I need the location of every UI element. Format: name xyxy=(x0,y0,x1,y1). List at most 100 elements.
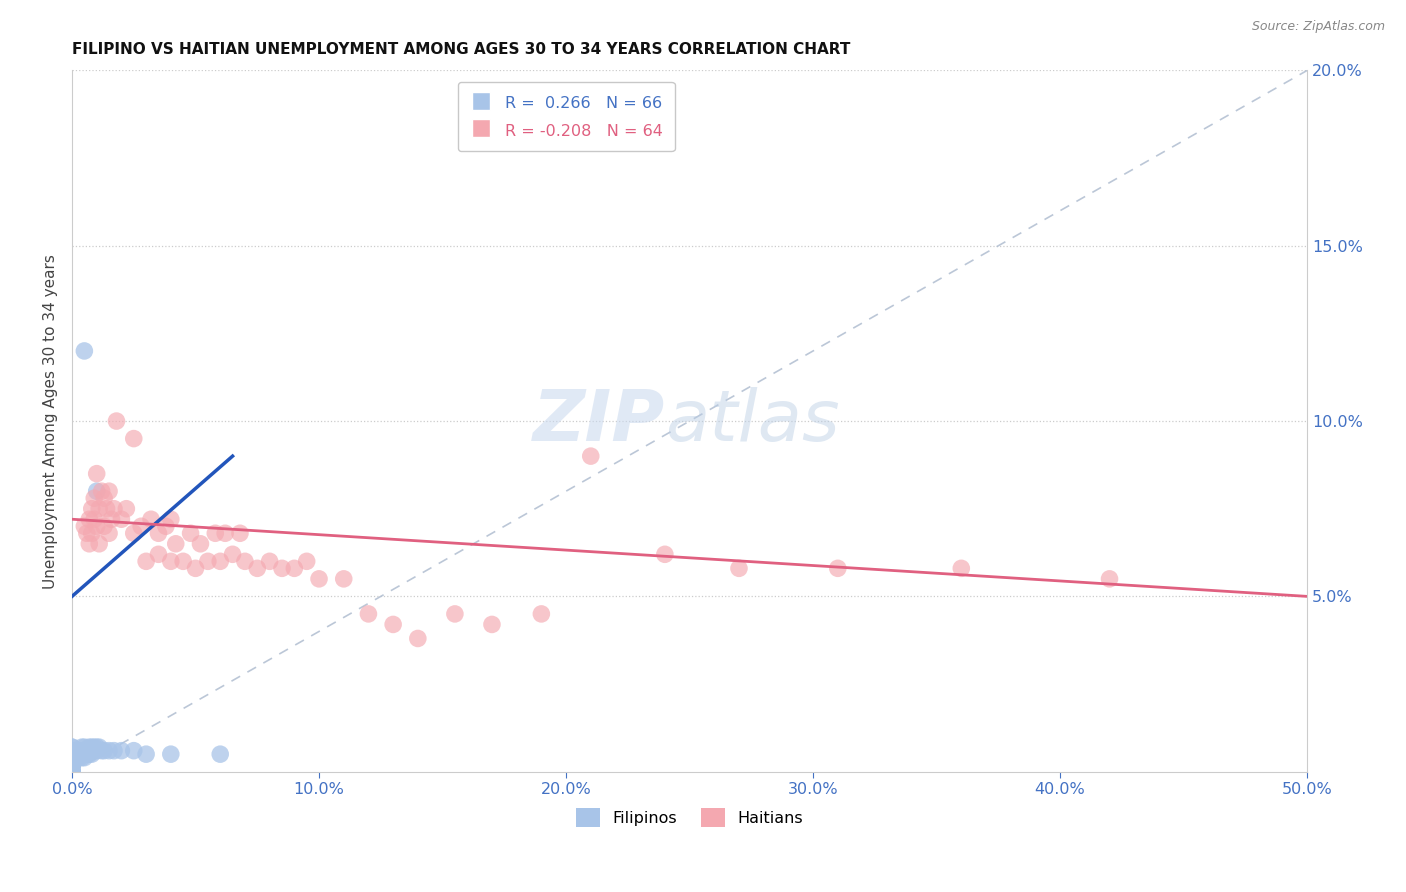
Point xyxy=(229,526,252,541)
Point xyxy=(1098,572,1121,586)
Y-axis label: Unemployment Among Ages 30 to 34 years: Unemployment Among Ages 30 to 34 years xyxy=(44,253,58,589)
Point xyxy=(271,561,294,575)
Point xyxy=(60,754,83,768)
Text: FILIPINO VS HAITIAN UNEMPLOYMENT AMONG AGES 30 TO 34 YEARS CORRELATION CHART: FILIPINO VS HAITIAN UNEMPLOYMENT AMONG A… xyxy=(72,42,851,57)
Point xyxy=(83,512,105,526)
Point xyxy=(122,432,145,446)
Point xyxy=(79,747,101,761)
Point xyxy=(60,744,83,758)
Legend: Filipinos, Haitians: Filipinos, Haitians xyxy=(569,802,810,834)
Point xyxy=(98,526,121,541)
Point xyxy=(60,747,83,761)
Point xyxy=(204,526,226,541)
Point xyxy=(60,764,83,779)
Point xyxy=(159,554,181,568)
Point xyxy=(89,501,111,516)
Point xyxy=(60,747,83,761)
Point xyxy=(67,744,90,758)
Point xyxy=(148,526,170,541)
Point xyxy=(70,744,93,758)
Point xyxy=(60,740,83,755)
Text: ZIP: ZIP xyxy=(533,386,665,456)
Point xyxy=(60,750,83,764)
Point xyxy=(60,747,83,761)
Point xyxy=(73,747,96,761)
Point xyxy=(86,484,108,499)
Point xyxy=(60,744,83,758)
Point xyxy=(530,607,553,621)
Point xyxy=(139,512,162,526)
Point xyxy=(135,554,157,568)
Point xyxy=(79,512,101,526)
Point xyxy=(60,757,83,772)
Point xyxy=(233,554,256,568)
Point xyxy=(60,754,83,768)
Point xyxy=(73,740,96,755)
Point xyxy=(73,744,96,758)
Point xyxy=(259,554,281,568)
Point xyxy=(80,747,103,761)
Point xyxy=(197,554,219,568)
Point xyxy=(60,750,83,764)
Point xyxy=(60,747,83,761)
Point xyxy=(98,744,121,758)
Point xyxy=(728,561,751,575)
Point xyxy=(60,757,83,772)
Point xyxy=(444,607,467,621)
Text: atlas: atlas xyxy=(665,386,839,456)
Point xyxy=(60,754,83,768)
Point xyxy=(190,537,212,551)
Point xyxy=(83,491,105,506)
Point xyxy=(148,547,170,561)
Point xyxy=(221,547,243,561)
Point xyxy=(80,740,103,755)
Point xyxy=(122,526,145,541)
Point xyxy=(122,744,145,758)
Point xyxy=(60,750,83,764)
Point xyxy=(86,740,108,755)
Text: Source: ZipAtlas.com: Source: ZipAtlas.com xyxy=(1251,20,1385,33)
Point xyxy=(80,526,103,541)
Point xyxy=(60,761,83,775)
Point xyxy=(76,526,98,541)
Point xyxy=(103,501,125,516)
Point xyxy=(129,519,152,533)
Point xyxy=(93,519,115,533)
Point xyxy=(209,554,232,568)
Point xyxy=(93,491,115,506)
Point xyxy=(86,519,108,533)
Point xyxy=(180,526,202,541)
Point xyxy=(90,744,112,758)
Point xyxy=(406,632,429,646)
Point xyxy=(579,449,602,463)
Point xyxy=(60,747,83,761)
Point xyxy=(66,750,89,764)
Point xyxy=(70,740,93,755)
Point xyxy=(654,547,676,561)
Point xyxy=(86,744,108,758)
Point xyxy=(246,561,269,575)
Point xyxy=(98,484,121,499)
Point xyxy=(357,607,380,621)
Point xyxy=(70,750,93,764)
Point xyxy=(110,512,132,526)
Point xyxy=(60,764,83,779)
Point xyxy=(60,764,83,779)
Point xyxy=(73,519,96,533)
Point xyxy=(100,512,122,526)
Point xyxy=(184,561,207,575)
Point xyxy=(80,501,103,516)
Point xyxy=(60,764,83,779)
Point xyxy=(60,764,83,779)
Point xyxy=(83,744,105,758)
Point xyxy=(73,747,96,761)
Point xyxy=(60,744,83,758)
Point xyxy=(96,501,118,516)
Point xyxy=(155,519,177,533)
Point xyxy=(60,747,83,761)
Point xyxy=(76,744,98,758)
Point xyxy=(90,484,112,499)
Point xyxy=(159,512,181,526)
Point xyxy=(110,744,132,758)
Point xyxy=(332,572,354,586)
